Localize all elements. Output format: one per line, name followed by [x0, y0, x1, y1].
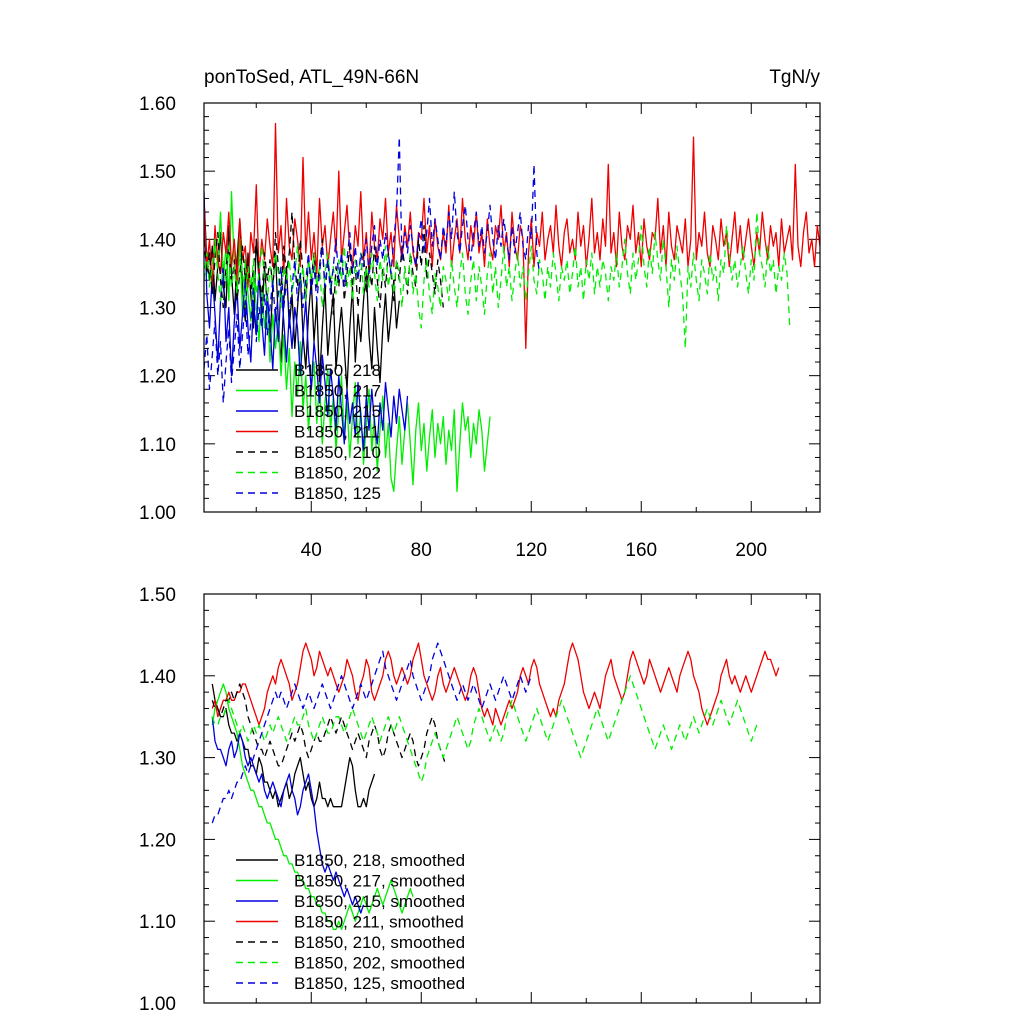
plot-frame — [203, 593, 821, 1004]
y-tick-label: 1.30 — [139, 299, 176, 320]
y-tick-label: 1.50 — [139, 162, 176, 183]
y-tick-label: 1.50 — [139, 585, 176, 606]
x-tick-label: 40 — [301, 540, 322, 561]
legend: B1850, 218, smoothed B1850, 217, smoothed… — [236, 851, 465, 993]
series-line-6 — [211, 642, 532, 824]
series-line-0 — [211, 683, 376, 808]
legend-label: B1850, 125 — [294, 484, 381, 503]
y-tick-label: 1.00 — [139, 503, 176, 524]
x-tick-label: 200 — [735, 540, 767, 561]
series-line-3 — [211, 642, 780, 726]
y-tick-label: 1.00 — [139, 994, 176, 1015]
series-line-3 — [204, 122, 820, 350]
legend-label: B1850, 217 — [294, 382, 381, 401]
legend-label: B1850, 210 — [294, 443, 381, 462]
legend-label: B1850, 211, smoothed — [294, 913, 464, 932]
units-label: TgN/y — [769, 67, 820, 88]
y-tick-label: 1.40 — [139, 667, 176, 688]
legend-label: B1850, 202, smoothed — [294, 954, 465, 973]
legend-label: B1850, 210, smoothed — [294, 933, 465, 952]
chart-title: ponToSed, ATL_49N-66N — [204, 67, 419, 88]
series-line-1 — [211, 683, 414, 931]
series-line-4 — [211, 683, 447, 767]
legend-label: B1850, 215, smoothed — [294, 892, 465, 911]
legend-label: B1850, 218 — [294, 361, 381, 380]
y-tick-label: 1.20 — [139, 367, 176, 388]
y-tick-label: 1.10 — [139, 435, 176, 456]
series-line-6 — [204, 136, 541, 404]
top-panel: ponToSed, ATL_49N-66N TgN/y 1.00 1.10 1.20 1.… — [139, 67, 821, 561]
legend-label: B1850, 215 — [294, 402, 381, 421]
series-line-5 — [211, 675, 758, 783]
legend-label: B1850, 211 — [294, 423, 380, 442]
plot-frame — [203, 102, 821, 513]
x-tick-label: 80 — [411, 540, 432, 561]
series-line-2 — [211, 716, 365, 914]
legend-label: B1850, 125, smoothed — [294, 974, 465, 993]
y-tick-label: 1.40 — [139, 230, 176, 251]
y-tick-label: 1.20 — [139, 830, 176, 851]
x-tick-label: 120 — [515, 540, 547, 561]
series-line-4 — [204, 211, 444, 315]
legend-label: B1850, 217, smoothed — [294, 872, 465, 891]
series-group — [204, 122, 820, 493]
legend-label: B1850, 218, smoothed — [294, 851, 465, 870]
legend-label: B1850, 202 — [294, 464, 381, 483]
y-tick-label: 1.30 — [139, 749, 176, 770]
series-group — [211, 642, 780, 931]
bottom-panel: 1.00 1.10 1.20 1.30 1.40 1.50 B1850, 218, smoo… — [139, 585, 821, 1015]
y-tick-label: 1.60 — [139, 94, 176, 115]
y-tick-label: 1.10 — [139, 912, 176, 933]
x-tick-label: 160 — [625, 540, 657, 561]
